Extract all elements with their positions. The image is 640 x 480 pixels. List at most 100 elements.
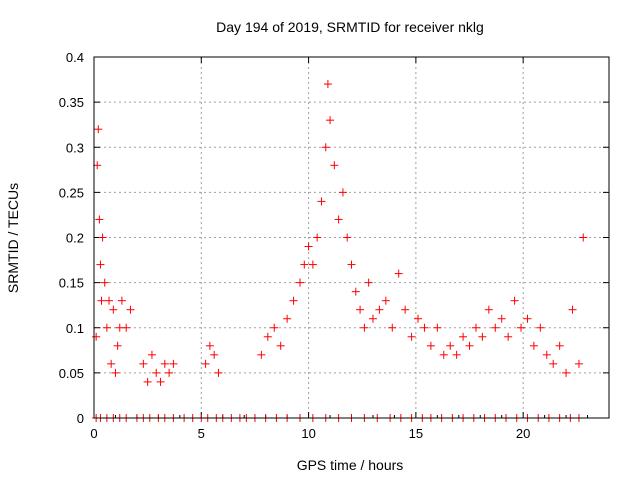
data-point bbox=[484, 305, 493, 314]
x-tick-label: 0 bbox=[90, 426, 97, 441]
y-tick-label: 0.35 bbox=[59, 95, 84, 110]
data-point bbox=[313, 233, 322, 242]
data-point bbox=[555, 341, 564, 350]
x-tick-label: 15 bbox=[409, 426, 423, 441]
data-point bbox=[326, 116, 335, 125]
data-point bbox=[323, 80, 332, 89]
data-point bbox=[426, 341, 435, 350]
data-point bbox=[300, 260, 309, 269]
data-point bbox=[165, 368, 174, 377]
data-point bbox=[105, 296, 114, 305]
data-point bbox=[126, 305, 135, 314]
data-point bbox=[95, 215, 104, 224]
data-point bbox=[317, 197, 326, 206]
data-point bbox=[210, 350, 219, 359]
data-point bbox=[401, 305, 410, 314]
data-point bbox=[296, 278, 304, 287]
data-point bbox=[364, 278, 373, 287]
data-point bbox=[574, 359, 583, 368]
x-tick-label: 10 bbox=[301, 426, 315, 441]
data-point bbox=[407, 332, 416, 341]
data-point bbox=[111, 368, 120, 377]
data-point bbox=[147, 350, 156, 359]
data-point bbox=[214, 368, 223, 377]
data-point bbox=[343, 233, 352, 242]
ticks: 0 0.05 0.1 0.15 0.2 0.25 0.3 0.35 0.4 0 5 10 15 20 bbox=[59, 50, 609, 441]
y-tick-label: 0.1 bbox=[66, 321, 84, 336]
data-point bbox=[536, 323, 545, 332]
data-point bbox=[549, 359, 558, 368]
data-point bbox=[283, 314, 292, 323]
data-point bbox=[529, 341, 538, 350]
data-point bbox=[100, 278, 109, 287]
data-point bbox=[205, 341, 214, 350]
data-point bbox=[93, 161, 102, 170]
data-point bbox=[201, 359, 210, 368]
y-tick-label: 0.3 bbox=[66, 140, 84, 155]
data-point bbox=[523, 314, 532, 323]
data-point bbox=[321, 143, 330, 152]
x-axis-label: GPS time / hours bbox=[297, 457, 404, 473]
data-point bbox=[109, 305, 118, 314]
data-point bbox=[375, 305, 384, 314]
data-point bbox=[334, 215, 343, 224]
data-point bbox=[263, 332, 272, 341]
y-tick-label: 0 bbox=[77, 411, 84, 426]
y-tick-label: 0.15 bbox=[59, 276, 84, 291]
plot-frame bbox=[93, 56, 610, 419]
data-point bbox=[304, 242, 313, 251]
data-point bbox=[439, 350, 448, 359]
grid bbox=[94, 57, 609, 418]
data-point bbox=[276, 341, 285, 350]
x-tick-label: 20 bbox=[516, 426, 530, 441]
y-tick-label: 0.2 bbox=[66, 231, 84, 246]
data-point bbox=[394, 269, 403, 278]
data-point bbox=[368, 314, 377, 323]
data-point bbox=[338, 188, 347, 197]
chart-title: Day 194 of 2019, SRMTID for receiver nkl… bbox=[216, 19, 484, 35]
data-point bbox=[270, 323, 279, 332]
data-points bbox=[92, 80, 588, 422]
data-point bbox=[257, 350, 266, 359]
y-tick-label: 0.05 bbox=[59, 366, 84, 381]
data-point bbox=[471, 323, 480, 332]
data-point bbox=[360, 323, 369, 332]
data-point bbox=[308, 260, 317, 269]
data-point bbox=[122, 323, 131, 332]
data-point bbox=[491, 323, 500, 332]
data-point bbox=[169, 359, 178, 368]
data-point bbox=[388, 323, 397, 332]
data-point bbox=[504, 332, 513, 341]
data-point bbox=[356, 305, 365, 314]
data-point bbox=[113, 341, 122, 350]
data-point bbox=[143, 377, 152, 386]
data-point bbox=[139, 359, 148, 368]
data-point bbox=[98, 233, 107, 242]
data-point bbox=[156, 377, 165, 386]
data-point bbox=[459, 332, 468, 341]
data-point bbox=[351, 287, 360, 296]
data-point bbox=[420, 323, 429, 332]
data-point bbox=[152, 368, 161, 377]
data-point bbox=[330, 161, 339, 170]
data-point bbox=[107, 359, 116, 368]
data-point bbox=[117, 296, 126, 305]
data-point bbox=[465, 341, 474, 350]
data-point bbox=[347, 260, 356, 269]
data-point bbox=[289, 296, 298, 305]
data-point bbox=[497, 314, 506, 323]
data-point bbox=[452, 350, 461, 359]
data-point bbox=[160, 359, 169, 368]
data-point bbox=[414, 314, 423, 323]
data-point bbox=[97, 296, 106, 305]
x-tick-label: 5 bbox=[198, 426, 205, 441]
data-point bbox=[102, 323, 111, 332]
data-point bbox=[510, 296, 519, 305]
data-point bbox=[96, 260, 105, 269]
y-axis-label: SRMTID / TECUs bbox=[5, 183, 21, 293]
data-point bbox=[562, 368, 571, 377]
data-point bbox=[94, 125, 103, 134]
data-point bbox=[579, 233, 588, 242]
data-point bbox=[92, 332, 101, 341]
